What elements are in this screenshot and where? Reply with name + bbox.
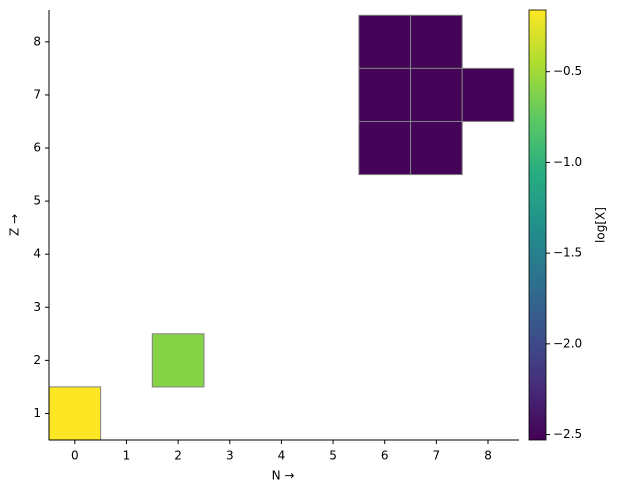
colorbar-tick-label: −2.5 bbox=[553, 427, 582, 441]
y-tick-label: 4 bbox=[33, 247, 41, 261]
y-tick-label: 3 bbox=[33, 300, 41, 314]
x-axis-label: N → bbox=[272, 469, 295, 483]
x-tick-label: 1 bbox=[123, 449, 131, 463]
y-tick-label: 7 bbox=[33, 87, 41, 101]
x-tick-label: 7 bbox=[433, 449, 441, 463]
colorbar-tick-label: −0.5 bbox=[553, 64, 582, 78]
heat-cell bbox=[461, 67, 515, 122]
y-tick-label: 1 bbox=[33, 406, 41, 420]
x-tick-label: 2 bbox=[174, 449, 182, 463]
x-tick-label: 4 bbox=[278, 449, 286, 463]
colorbar-tick-label: −2.0 bbox=[553, 336, 582, 350]
x-tick-label: 5 bbox=[329, 449, 337, 463]
heat-cell bbox=[358, 14, 412, 69]
colorbar bbox=[528, 9, 547, 441]
colorbar-tick-label: −1.5 bbox=[553, 246, 582, 260]
y-tick-label: 5 bbox=[33, 194, 41, 208]
x-tick-label: 0 bbox=[71, 449, 79, 463]
colorbar-tick-label: −1.0 bbox=[553, 155, 582, 169]
heat-cell bbox=[410, 67, 463, 122]
x-tick-label: 6 bbox=[381, 449, 389, 463]
y-tick-label: 6 bbox=[33, 141, 41, 155]
heat-cell bbox=[48, 386, 102, 441]
colorbar-label: log[X] bbox=[594, 207, 608, 243]
y-tick-label: 2 bbox=[33, 353, 41, 367]
y-axis-label: Z → bbox=[8, 214, 22, 236]
heat-cell bbox=[410, 120, 463, 176]
heat-cell bbox=[358, 120, 412, 176]
heat-cell bbox=[151, 333, 205, 388]
heat-cell bbox=[358, 67, 412, 122]
heat-cell bbox=[410, 14, 463, 69]
x-tick-label: 8 bbox=[484, 449, 492, 463]
y-tick-label: 8 bbox=[33, 34, 41, 48]
x-tick-label: 3 bbox=[226, 449, 234, 463]
